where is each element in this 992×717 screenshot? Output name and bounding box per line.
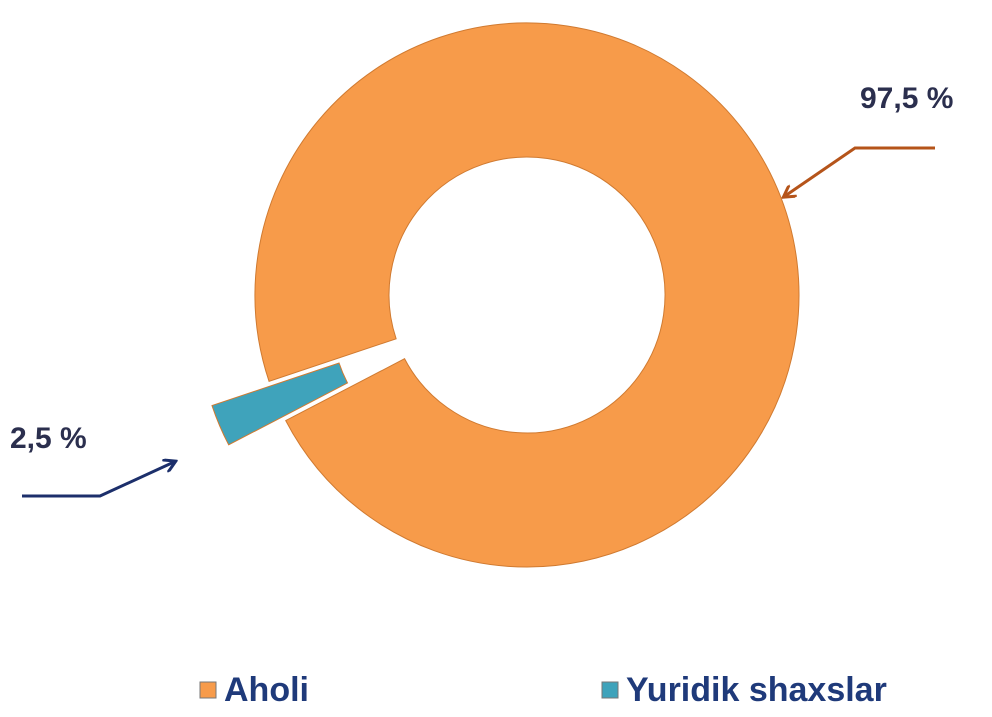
- legend-label: Aholi: [224, 671, 309, 709]
- value-label: 97,5 %: [860, 82, 953, 115]
- annotation-arrow: [22, 462, 174, 498]
- legend-swatch: [199, 681, 217, 699]
- value-label: 2,5 %: [10, 422, 87, 455]
- annotation-arrow: [785, 146, 935, 196]
- donut-slice: [211, 362, 349, 446]
- donut-slice: [254, 22, 800, 568]
- legend-swatch: [601, 681, 619, 699]
- donut: [211, 22, 800, 568]
- legend-label: Yuridik shaxslar: [626, 671, 887, 709]
